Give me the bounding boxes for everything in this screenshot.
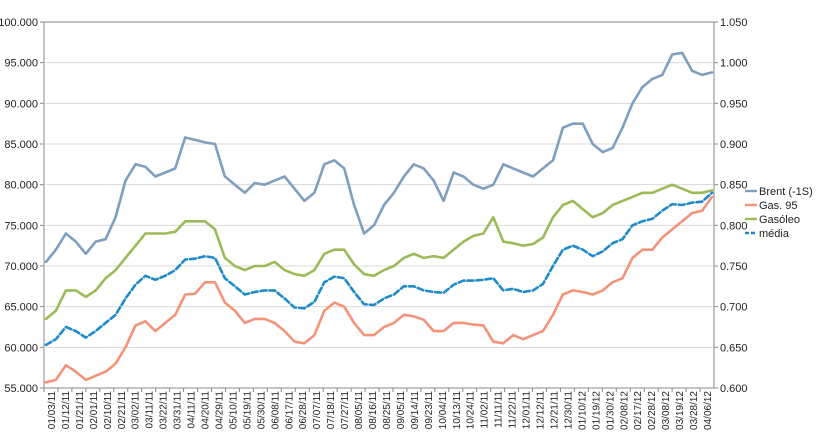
left-tick-label: 70.000: [4, 261, 38, 273]
left-tick-label: 55.000: [4, 383, 38, 395]
x-axis: 01/03/11 01/12/11 01/21/11 02/01/11 02/10/11…: [43, 388, 714, 430]
series-line: [44, 191, 714, 347]
left-tick-label: 85.000: [4, 139, 38, 151]
x-tick-label: 11/02/11: [480, 391, 491, 429]
x-tick-label: 07/07/11: [312, 391, 323, 430]
x-tick-label: 01/03/11: [47, 391, 58, 430]
left-tick-label: 80.000: [4, 180, 38, 192]
right-tick-label: 0.600: [720, 383, 748, 395]
left-tick-label: 95.000: [4, 58, 38, 70]
right-axis: 0.600 0.650 0.700 0.750 0.800 0.850 0.900 0.950…: [714, 17, 748, 395]
x-tick-label: 05/10/11: [228, 391, 239, 430]
legend-label: média: [759, 228, 790, 240]
legend: Brent (-1S) Gas. 95 Gasóleo média: [745, 186, 813, 240]
x-tick-label: 08/16/11: [368, 391, 379, 430]
x-tick-label: 06/17/11: [284, 391, 295, 430]
x-tick-label: 09/14/11: [410, 391, 421, 430]
x-tick-label: 11/22/11: [508, 391, 519, 429]
x-tick-label: 08/25/11: [382, 391, 393, 430]
left-axis: 55.000 60.000 65.000 70.000 75.000 80.000 85.0…: [0, 17, 44, 395]
right-tick-label: 0.900: [720, 139, 748, 151]
x-tick-label: 06/28/11: [298, 391, 309, 430]
x-tick-label: 12/12/11: [536, 391, 547, 430]
right-tick-label: 0.800: [720, 220, 748, 232]
x-tick-label: 03/08/12: [661, 391, 672, 430]
right-tick-label: 0.850: [720, 180, 748, 192]
x-tick-label: 02/17/12: [633, 391, 644, 430]
x-tick-label: 12/21/11: [549, 391, 560, 430]
x-tick-label: 11/11/11: [494, 391, 505, 428]
x-tick-label: 06/08/11: [270, 391, 281, 430]
x-tick-label: 04/20/11: [201, 391, 212, 430]
x-tick-label: 02/10/11: [103, 391, 114, 430]
x-tick-label: 04/11/11: [187, 391, 198, 429]
x-tick-label: 02/21/11: [117, 391, 128, 430]
x-tick-label: 03/19/12: [675, 391, 686, 430]
x-tick-label: 10/04/11: [438, 391, 449, 430]
x-tick-label: 02/01/11: [89, 391, 100, 430]
left-tick-label: 100.000: [0, 17, 38, 29]
left-tick-label: 90.000: [4, 98, 38, 110]
x-tick-label: 03/02/11: [131, 391, 142, 430]
x-tick-label: 04/06/12: [703, 391, 714, 430]
left-tick-label: 65.000: [4, 302, 38, 314]
x-tick-label: 12/01/11: [522, 391, 533, 430]
x-tick-label: 03/31/11: [173, 391, 184, 430]
x-tick-label: 02/28/12: [647, 391, 658, 430]
right-tick-label: 0.750: [720, 261, 748, 273]
legend-label: Gasóleo: [759, 214, 800, 226]
x-tick-label: 05/19/11: [242, 391, 253, 430]
right-tick-label: 1.050: [720, 17, 748, 29]
gridlines: [44, 62, 714, 348]
left-tick-label: 60.000: [4, 342, 38, 354]
x-tick-label: 01/12/11: [61, 391, 72, 430]
x-tick-label: 09/23/11: [424, 391, 435, 430]
x-tick-label: 01/30/12: [605, 391, 616, 430]
legend-label: Gas. 95: [759, 200, 798, 212]
right-tick-label: 0.950: [720, 98, 748, 110]
series-line: [44, 51, 714, 264]
x-tick-label: 03/28/12: [689, 391, 700, 430]
x-tick-label: 02/08/12: [619, 391, 630, 430]
x-tick-label: 01/19/12: [591, 391, 602, 430]
series-line: [44, 183, 714, 321]
right-tick-label: 1.000: [720, 58, 748, 70]
x-tick-label: 01/10/12: [577, 391, 588, 430]
x-tick-label: 08/05/11: [354, 391, 365, 430]
series-line: [44, 195, 714, 384]
x-tick-label: 01/21/11: [75, 391, 86, 430]
x-tick-label: 09/05/11: [396, 391, 407, 430]
x-tick-label: 05/30/11: [256, 391, 267, 430]
plot-area: [43, 21, 715, 389]
x-tick-label: 12/30/11: [563, 391, 574, 430]
right-tick-label: 0.650: [720, 342, 748, 354]
x-tick-label: 04/29/11: [214, 391, 225, 430]
x-tick-label: 10/24/11: [466, 391, 477, 430]
x-tick-label: 07/18/11: [326, 391, 337, 430]
x-tick-label: 10/13/11: [452, 391, 463, 430]
legend-label: Brent (-1S): [759, 186, 813, 198]
series-lines: [44, 51, 714, 384]
right-tick-label: 0.700: [720, 302, 748, 314]
left-tick-label: 75.000: [4, 220, 38, 232]
x-tick-label: 03/22/11: [159, 391, 170, 430]
x-tick-label: 07/27/11: [340, 391, 351, 430]
x-tick-label: 03/11/11: [145, 391, 156, 429]
